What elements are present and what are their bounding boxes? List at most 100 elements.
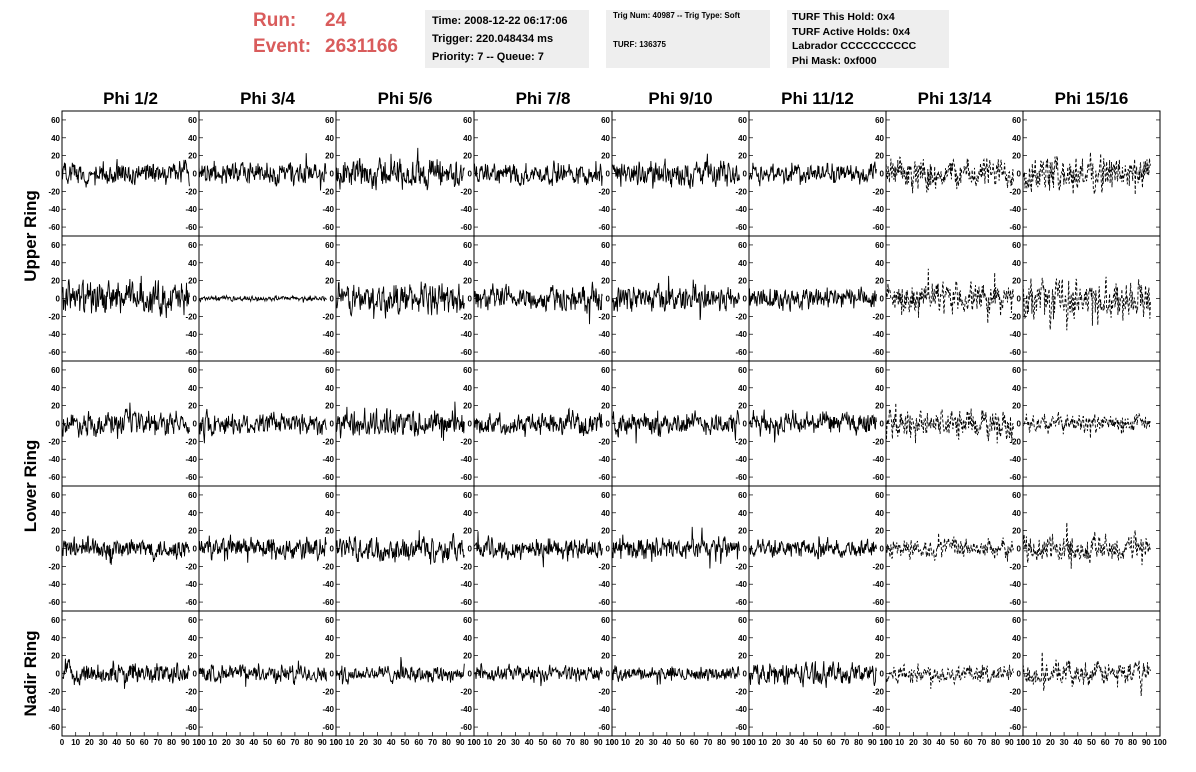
turf-line: TURF: 136375 — [613, 40, 666, 49]
y-tick-label: 40 — [738, 384, 747, 393]
y-tick-label: 40 — [51, 509, 60, 518]
row-group-title: Nadir Ring — [21, 631, 40, 717]
x-tick-label: 100 — [879, 738, 893, 747]
y-tick-label: 20 — [1012, 152, 1021, 161]
waveform-trace — [611, 665, 740, 685]
x-tick-label: 80 — [580, 738, 589, 747]
y-tick-label: -60 — [872, 348, 884, 357]
y-tick-label: 0 — [743, 170, 748, 179]
y-tick-label: 20 — [1012, 652, 1021, 661]
y-tick-label: -20 — [185, 437, 197, 446]
y-tick-label: 0 — [468, 420, 473, 429]
y-tick-label: 60 — [51, 366, 60, 375]
y-tick-label: -40 — [598, 330, 610, 339]
y-tick-label: -40 — [48, 330, 60, 339]
y-tick-label: -20 — [735, 437, 747, 446]
x-tick-label: 30 — [99, 738, 108, 747]
y-tick-label: 20 — [188, 652, 197, 661]
y-tick-label: -20 — [322, 187, 334, 196]
x-tick-label: 50 — [950, 738, 959, 747]
x-tick-label: 80 — [442, 738, 451, 747]
column-title: Phi 3/4 — [240, 89, 295, 108]
y-tick-label: -40 — [1009, 580, 1021, 589]
y-tick-label: 60 — [1012, 366, 1021, 375]
x-tick-label: 80 — [717, 738, 726, 747]
waveform-trace — [748, 286, 877, 312]
x-tick-label: 100 — [1153, 738, 1167, 747]
x-tick-label: 40 — [662, 738, 671, 747]
y-tick-label: 0 — [1017, 420, 1022, 429]
y-tick-label: 0 — [880, 670, 885, 679]
x-tick-label: 60 — [1101, 738, 1110, 747]
y-tick-label: 0 — [193, 295, 198, 304]
x-tick-label: 60 — [690, 738, 699, 747]
y-tick-label: -40 — [735, 455, 747, 464]
y-tick-label: 0 — [193, 545, 198, 554]
y-tick-label: -20 — [185, 312, 197, 321]
y-tick-label: 40 — [1012, 384, 1021, 393]
x-tick-label: 100 — [1016, 738, 1030, 747]
y-tick-label: 0 — [880, 170, 885, 179]
y-tick-label: -40 — [872, 580, 884, 589]
x-tick-label: 40 — [1073, 738, 1082, 747]
x-tick-label: 100 — [742, 738, 756, 747]
y-tick-label: 20 — [875, 527, 884, 536]
x-tick-label: 30 — [511, 738, 520, 747]
y-tick-label: 0 — [1017, 545, 1022, 554]
y-tick-label: 60 — [463, 241, 472, 250]
panel-frame — [473, 485, 613, 612]
y-tick-label: -60 — [460, 598, 472, 607]
y-tick-label: 40 — [601, 384, 610, 393]
x-tick-label: 10 — [1032, 738, 1041, 747]
x-tick-label: 40 — [112, 738, 121, 747]
run-event-box: Run: 24 Event: 2631166 — [253, 8, 421, 60]
x-tick-label: 10 — [758, 738, 767, 747]
y-tick-label: -60 — [598, 473, 610, 482]
y-tick-label: 60 — [875, 366, 884, 375]
x-tick-label: 90 — [868, 738, 877, 747]
y-tick-label: 0 — [606, 545, 611, 554]
y-tick-label: -60 — [1009, 723, 1021, 732]
turf-hold-panel: TURF This Hold: 0x4 TURF Active Holds: 0… — [787, 10, 949, 68]
y-tick-label: -40 — [598, 455, 610, 464]
trig-line: Trig Num: 40987 -- Trig Type: Soft — [613, 11, 740, 20]
y-tick-label: 60 — [601, 491, 610, 500]
y-tick-label: 40 — [1012, 259, 1021, 268]
y-tick-label: 20 — [325, 527, 334, 536]
y-tick-label: 40 — [1012, 509, 1021, 518]
y-tick-label: 40 — [875, 134, 884, 143]
row-group-title: Lower Ring — [21, 440, 40, 533]
trig-num-panel: Trig Num: 40987 -- Trig Type: Soft TURF:… — [606, 10, 770, 68]
x-tick-label: 80 — [167, 738, 176, 747]
x-tick-label: 80 — [991, 738, 1000, 747]
y-tick-label: 60 — [601, 241, 610, 250]
y-tick-label: -40 — [1009, 205, 1021, 214]
y-tick-label: 0 — [468, 295, 473, 304]
y-tick-label: -40 — [735, 705, 747, 714]
y-tick-label: 20 — [325, 652, 334, 661]
y-tick-label: -40 — [460, 580, 472, 589]
y-tick-label: 20 — [738, 652, 747, 661]
y-tick-label: -40 — [322, 705, 334, 714]
y-tick-label: 40 — [601, 509, 610, 518]
y-tick-label: -40 — [185, 580, 197, 589]
waveform-trace — [748, 409, 877, 443]
y-tick-label: -40 — [460, 455, 472, 464]
y-tick-label: 40 — [601, 634, 610, 643]
y-tick-label: 60 — [463, 616, 472, 625]
x-tick-label: 50 — [1087, 738, 1096, 747]
y-tick-label: -20 — [872, 562, 884, 571]
waveform-trace — [198, 153, 327, 191]
waveform-trace — [61, 658, 190, 689]
x-tick-label: 70 — [290, 738, 299, 747]
y-tick-label: 20 — [325, 277, 334, 286]
x-tick-label: 80 — [1128, 738, 1137, 747]
y-tick-label: -20 — [872, 312, 884, 321]
waveform-trace — [1022, 651, 1151, 697]
y-tick-label: 0 — [880, 295, 885, 304]
y-tick-label: -20 — [1009, 187, 1021, 196]
y-tick-label: 40 — [188, 509, 197, 518]
y-tick-label: 40 — [325, 509, 334, 518]
y-tick-label: 20 — [188, 277, 197, 286]
waveform-trace — [611, 410, 740, 444]
